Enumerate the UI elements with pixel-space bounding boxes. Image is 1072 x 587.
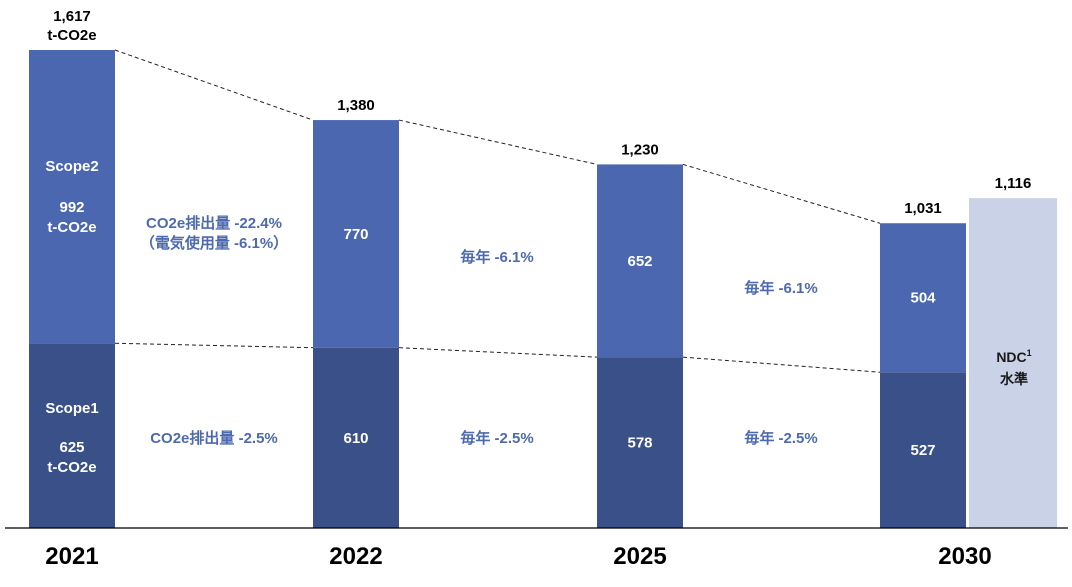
connector-scope1-1 [398, 347, 598, 358]
annotation-2021-2022-electricity: （電気使用量 -6.1%） [140, 234, 288, 252]
scope1-value-2030: 527 [910, 442, 935, 459]
scope2-value-2022: 770 [343, 226, 368, 243]
x-tick-label-2030: 2030 [938, 543, 991, 570]
scope2-value-2030: 504 [910, 290, 936, 307]
bar-ndc-reference [969, 198, 1057, 528]
scope2-value-2021: 992 [59, 199, 84, 216]
connector-lines [114, 49, 881, 373]
total-label-2021: 1,617 [53, 8, 91, 25]
annotation-2025-2030-scope2: 毎年 -6.1% [744, 279, 817, 297]
scope2-unit-2021: t-CO2e [47, 219, 96, 236]
connector-scope1-2 [682, 356, 881, 373]
connector-total-0 [114, 49, 314, 121]
annotation-2021-2022-scope1: CO2e排出量 -2.5% [150, 429, 278, 447]
ndc-footnote-mark: 1 [1027, 348, 1032, 358]
annotation-2021-2022-scope2: CO2e排出量 -22.4% [146, 214, 282, 232]
bar-scope2-2022 [313, 120, 399, 348]
total-label-2030: 1,031 [904, 200, 942, 217]
ndc-label: NDC1 [996, 348, 1031, 365]
total-label-ndc: 1,116 [995, 175, 1032, 192]
bars [29, 50, 1057, 528]
annotation-2022-2025-scope2: 毎年 -6.1% [460, 248, 533, 266]
scope2-value-2025: 652 [627, 253, 652, 270]
connector-total-2 [682, 163, 881, 224]
x-tick-label-2025: 2025 [613, 543, 666, 570]
labels: 1,617 t-CO2e 1,380 1,230 1,031 1,116 Scope2 992… [45, 8, 1031, 570]
scope2-name-label: Scope2 [45, 158, 98, 175]
scope1-unit-2021: t-CO2e [47, 459, 96, 476]
scope1-value-2022: 610 [343, 430, 368, 447]
connector-total-1 [398, 119, 598, 165]
scope1-value-2021: 625 [59, 439, 84, 456]
bar-scope1-2030 [880, 372, 966, 528]
total-unit-2021: t-CO2e [47, 27, 96, 44]
scope1-value-2025: 578 [627, 435, 652, 452]
total-label-2022: 1,380 [337, 97, 375, 114]
x-tick-label-2021: 2021 [45, 543, 98, 570]
bar-scope2-2030 [880, 223, 966, 373]
connector-scope1-0 [114, 342, 314, 349]
total-label-2025: 1,230 [621, 141, 659, 158]
scope1-name-label: Scope1 [45, 400, 98, 417]
bar-scope1-2021 [29, 343, 115, 528]
ndc-label-level: 水準 [1000, 371, 1028, 387]
ndc-label-text: NDC [996, 349, 1026, 365]
annotation-2022-2025-scope1: 毎年 -2.5% [460, 429, 533, 447]
bar-scope1-2025 [597, 357, 683, 528]
annotation-2025-2030-scope1: 毎年 -2.5% [744, 429, 817, 447]
bar-scope2-2021 [29, 50, 115, 344]
bar-scope2-2025 [597, 164, 683, 358]
x-tick-label-2022: 2022 [329, 543, 382, 570]
bar-scope1-2022 [313, 347, 399, 528]
